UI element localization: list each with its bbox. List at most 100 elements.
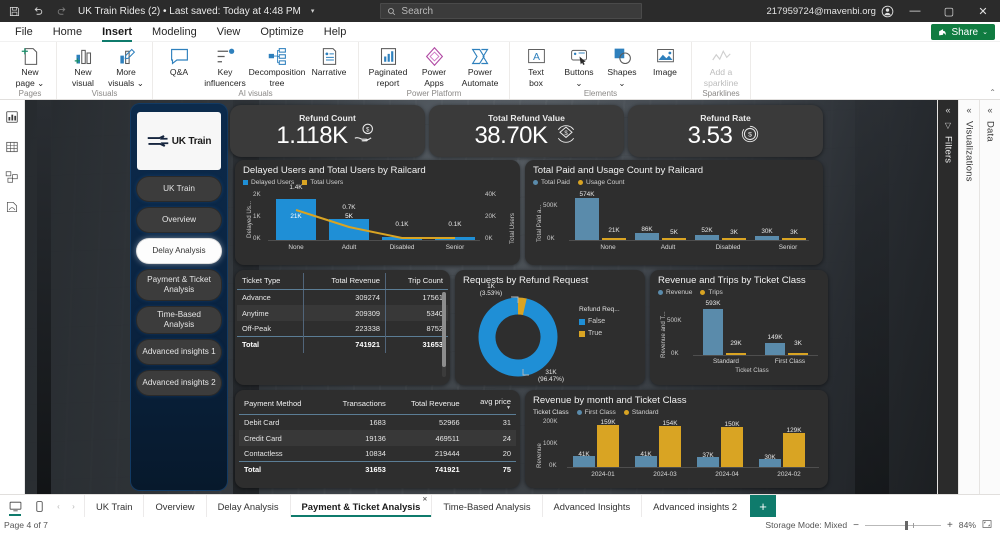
table-view-icon[interactable] [3,137,22,156]
chart-delayed-users-by-railcard[interactable]: Delayed Users and Total Users by Railcar… [235,160,520,265]
donut-legend[interactable]: Refund Req... False True [579,306,620,337]
pane-data[interactable]: « Data [979,100,1000,494]
image-button[interactable]: Image [644,44,686,78]
fit-to-page-icon[interactable] [982,519,992,531]
bar-trips-first-class[interactable] [788,353,808,355]
shapes-button[interactable]: Shapes ⌄ [601,44,643,88]
text-box-button[interactable]: A Text box [515,44,557,88]
legend-item-true[interactable]: True [579,330,620,337]
bar-none[interactable] [276,199,316,240]
page-tab-payment-ticket-analysis[interactable]: Payment & Ticket Analysis ✕ [289,495,432,517]
person-icon[interactable] [880,3,896,19]
nav-button-uk-train[interactable]: UK Train [137,177,221,201]
undo-icon[interactable] [30,3,46,19]
table-payment-method[interactable]: Payment Method Transactions Total Revenu… [235,390,520,488]
search-input[interactable]: Search [380,3,643,19]
chart-requests-by-refund-request[interactable]: Requests by Refund Request 1K (3.53%) 31… [455,270,645,385]
next-tab-arrow[interactable]: › [72,501,75,511]
page-tab-uk-train[interactable]: UK Train [84,495,143,517]
chart-revenue-and-trips-by-ticket-class[interactable]: Revenue and Trips by Ticket Class Revenu… [650,270,828,385]
page-tab-advanced-insights[interactable]: Advanced Insights [541,495,642,517]
menu-item-modeling[interactable]: Modeling [152,25,197,38]
nav-button-advanced-insights-1[interactable]: Advanced insights 1 [137,340,221,364]
legend-item-usage-count[interactable]: Usage Count [577,179,624,186]
chart-revenue-by-month-and-ticket-class[interactable]: Revenue by month and Ticket Class Ticket… [525,390,828,488]
col-avg-price[interactable]: avg price ▼ [464,394,516,415]
col-transactions[interactable]: Transactions [323,394,391,415]
bar-usage-none[interactable] [602,238,626,240]
bar-first-class-2024-02[interactable] [759,459,781,467]
chart-legend[interactable]: Delayed Users Total Users [235,176,520,186]
page-tab-delay-analysis[interactable]: Delay Analysis [205,495,290,517]
col-trip-count[interactable]: Trip Count [384,273,448,290]
bar-total-paid-none[interactable] [575,198,599,240]
table-row[interactable]: Advance 309274 17561 [237,289,448,306]
power-automate-button[interactable]: Power Automate [456,44,504,88]
bar-total-paid-adult[interactable] [635,233,659,240]
new-page-button[interactable]: New page ⌄ [9,44,51,88]
decomposition-tree-button[interactable]: Decomposition tree [249,44,305,88]
bar-first-class-2024-04[interactable] [697,457,719,467]
nav-button-advanced-insights-2[interactable]: Advanced insights 2 [137,371,221,395]
collapse-chevron-icon[interactable]: « [987,105,993,115]
table-row[interactable]: Debit Card 1683 52966 31 [239,415,516,431]
kpi-card-total-refund-value[interactable]: Total Refund Value 38.70K $ [429,105,624,157]
chart-legend[interactable]: Revenue Trips [650,286,828,296]
paginated-report-button[interactable]: Paginated report [364,44,412,88]
page-tab-time-based-analysis[interactable]: Time-Based Analysis [431,495,541,517]
narrative-button[interactable]: Narrative [305,44,353,78]
collapse-chevron-icon[interactable]: « [945,105,951,115]
bar-revenue-standard[interactable] [703,309,723,355]
qa-button[interactable]: Q&A [158,44,200,78]
kpi-card-refund-count[interactable]: Refund Count 1.118K $ [230,105,425,157]
menu-item-help[interactable]: Help [323,25,347,38]
chart-legend[interactable]: Ticket Class First Class Standard [525,406,828,416]
zoom-in-button[interactable]: + [946,519,953,531]
kpi-card-refund-rate[interactable]: Refund Rate 3.53 $ [628,105,823,157]
bar-first-class-2024-01[interactable] [573,456,595,467]
model-view-icon[interactable] [3,167,22,186]
legend-item-delayed-users[interactable]: Delayed Users [243,179,294,186]
zoom-slider[interactable] [864,520,941,530]
menu-item-home[interactable]: Home [52,25,83,38]
maximize-button[interactable]: ▢ [943,5,955,18]
share-button[interactable]: Share ⌄ [931,24,995,40]
power-apps-button[interactable]: Power Apps [413,44,455,88]
menu-item-file[interactable]: File [15,25,33,38]
bar-standard-2024-01[interactable] [597,425,619,467]
report-view-icon[interactable] [3,107,22,126]
zoom-slider-knob[interactable] [904,520,908,530]
pane-filters[interactable]: « ▽ Filters [937,100,958,494]
close-icon[interactable]: ✕ [422,497,428,503]
close-button[interactable]: ✕ [978,5,988,18]
prev-tab-arrow[interactable]: ‹ [57,501,60,511]
dax-query-view-icon[interactable] [3,197,22,216]
menu-item-view[interactable]: View [216,25,241,38]
table-ticket-type[interactable]: Ticket Type Total Revenue Trip Count Adv… [235,270,450,385]
bar-trips-standard[interactable] [726,353,746,355]
chart-legend[interactable]: Total Paid Usage Count [525,176,823,186]
legend-item-revenue[interactable]: Revenue [658,289,692,296]
document-title-caret[interactable]: ▾ [310,8,315,15]
menu-item-optimize[interactable]: Optimize [260,25,304,38]
col-total-revenue[interactable]: Total Revenue [303,273,386,290]
redo-icon[interactable] [54,3,70,19]
nav-button-overview[interactable]: Overview [137,208,221,232]
table-row[interactable]: Off-Peak 223338 8752 [237,320,448,337]
add-page-button[interactable]: + [750,495,777,517]
legend-item-total-paid[interactable]: Total Paid [533,179,570,186]
bar-first-class-2024-03[interactable] [635,456,657,467]
bar-standard-2024-02[interactable] [783,433,805,467]
legend-item-trips[interactable]: Trips [700,289,723,296]
legend-item-standard[interactable]: Standard [623,409,659,416]
bar-standard-2024-04[interactable] [721,427,743,467]
bar-standard-2024-03[interactable] [659,426,681,467]
mobile-layout-icon[interactable] [28,495,50,517]
account-name[interactable]: 217959724@mavenbi.org [766,5,876,17]
collapse-chevron-icon[interactable]: « [966,105,972,115]
nav-button-delay-analysis[interactable]: Delay Analysis [137,239,221,263]
pane-visualizations[interactable]: « Visualizations [958,100,979,494]
bar-revenue-first-class[interactable] [765,343,785,355]
page-tab-advanced-insights-2[interactable]: Advanced insights 2 [641,495,748,517]
ribbon-collapse-chevron[interactable]: ⌃ [989,88,996,97]
